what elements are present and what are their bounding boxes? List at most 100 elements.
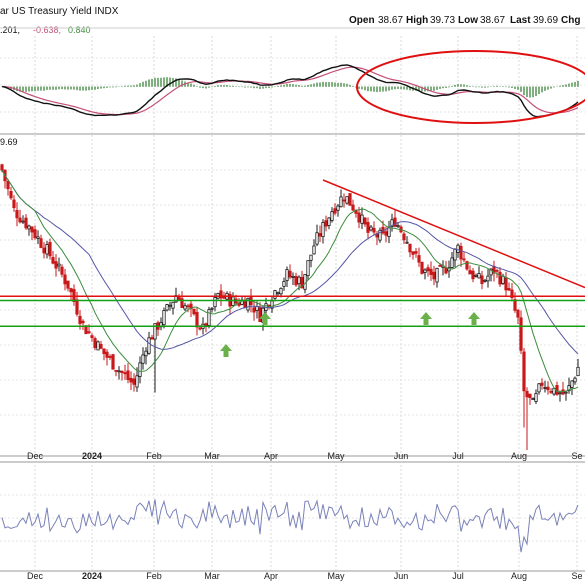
macd-histogram-bar xyxy=(313,83,315,87)
candle-body xyxy=(39,238,43,248)
candle-body xyxy=(36,236,40,239)
candle-body xyxy=(486,275,490,282)
macd-histogram-bar xyxy=(232,85,234,87)
ohlc-high-label: High xyxy=(406,15,428,26)
candle-body xyxy=(258,307,262,323)
candle-body xyxy=(546,386,550,391)
macd-histogram-bar xyxy=(415,86,417,91)
macd-line xyxy=(1,64,579,118)
candle-body xyxy=(483,279,487,282)
candle-body xyxy=(522,351,526,392)
macd-histogram-bar xyxy=(247,86,249,88)
macd-histogram-bar xyxy=(256,86,258,89)
ohlc-last-label: Last xyxy=(510,15,531,26)
macd-legend-value-2: -0.638, xyxy=(33,25,61,35)
candle-body xyxy=(111,354,115,370)
macd-histogram-bar xyxy=(106,86,108,88)
candle-body xyxy=(51,257,55,264)
macd-histogram-bar xyxy=(274,86,276,87)
candle-body xyxy=(564,391,568,394)
candle-body xyxy=(330,211,334,221)
macd-histogram-bar xyxy=(493,86,495,87)
price-annotations xyxy=(0,179,585,357)
macd-histogram-bar xyxy=(394,86,396,90)
candle-body xyxy=(525,390,529,398)
x-axis-label-1: Apr xyxy=(264,571,278,581)
candle-body xyxy=(87,331,91,334)
candle-body xyxy=(6,180,10,190)
candle-body xyxy=(318,233,322,237)
macd-histogram-bar xyxy=(502,86,504,87)
candle-body xyxy=(288,270,292,278)
macd-histogram-bar xyxy=(418,86,420,92)
candle-body xyxy=(81,320,85,324)
ohlc-high-value: 39.73 xyxy=(430,15,455,26)
candle-body xyxy=(9,191,13,199)
macd-histogram-bar xyxy=(253,86,255,89)
macd-histogram-bar xyxy=(199,86,201,88)
macd-histogram-bar xyxy=(22,86,24,92)
candle-body xyxy=(531,398,535,401)
macd-histogram-bar xyxy=(337,82,339,87)
candle-body xyxy=(69,288,73,293)
candle-body xyxy=(168,304,172,307)
candle-body xyxy=(135,375,139,388)
candle-body xyxy=(273,290,277,299)
candle-body xyxy=(567,385,571,392)
macd-histogram-bar xyxy=(571,82,573,87)
x-axis-label-0: May xyxy=(327,451,345,461)
candle-body xyxy=(141,354,145,364)
candle-body xyxy=(420,261,424,274)
macd-histogram-bar xyxy=(361,86,363,90)
candle-body xyxy=(213,297,217,308)
descending-trendline xyxy=(322,179,585,289)
macd-histogram-bar xyxy=(259,86,261,90)
macd-histogram-bar xyxy=(409,86,411,91)
macd-histogram-bar xyxy=(16,86,18,92)
macd-histogram-bar xyxy=(76,86,78,91)
macd-histogram-bar xyxy=(364,86,366,91)
candle-body xyxy=(285,269,289,281)
macd-histogram-bar xyxy=(61,86,63,90)
candle-body xyxy=(393,217,397,227)
candle-body xyxy=(57,263,61,267)
macd-histogram-bar xyxy=(262,86,264,89)
macd-histogram-bar xyxy=(115,86,117,88)
macd-histogram-bar xyxy=(31,86,33,92)
x-axis-label-0: Aug xyxy=(511,451,527,461)
candle-body xyxy=(210,307,214,310)
macd-histogram-bar xyxy=(292,84,294,87)
candle-body xyxy=(480,275,484,285)
candle-body xyxy=(186,305,190,308)
macd-histogram-bar xyxy=(229,85,231,87)
macd-histogram-bar xyxy=(544,86,546,91)
macd-histogram-bar xyxy=(205,86,207,89)
macd-histogram-bar xyxy=(463,84,465,87)
x-axis-label-0: Apr xyxy=(264,451,278,461)
candle-body xyxy=(498,271,502,285)
rsi-line xyxy=(1,499,579,553)
macd-histogram-bar xyxy=(250,86,252,88)
candle-body xyxy=(171,301,175,309)
candle-body xyxy=(123,372,127,375)
ohlc-chg-label: Chg xyxy=(561,15,580,26)
candle-body xyxy=(252,307,256,313)
macd-signal-line xyxy=(1,66,579,116)
macd-histogram-bar xyxy=(52,86,54,90)
macd-histogram-bar xyxy=(439,86,441,89)
macd-histogram-bar xyxy=(436,86,438,90)
macd-histogram-bar xyxy=(187,82,189,87)
candle-body xyxy=(108,356,112,358)
macd-histogram-bar xyxy=(373,86,375,92)
green-up-arrow xyxy=(220,344,232,357)
candle-body xyxy=(21,220,25,223)
macd-histogram-bar xyxy=(382,86,384,92)
macd-histogram-bar xyxy=(433,86,435,91)
macd-histogram-bar xyxy=(574,81,576,87)
x-axis-label-0: Se xyxy=(571,451,582,461)
macd-histogram-bar xyxy=(241,86,243,88)
candle-body xyxy=(279,287,283,295)
macd-histogram-bar xyxy=(280,85,282,87)
